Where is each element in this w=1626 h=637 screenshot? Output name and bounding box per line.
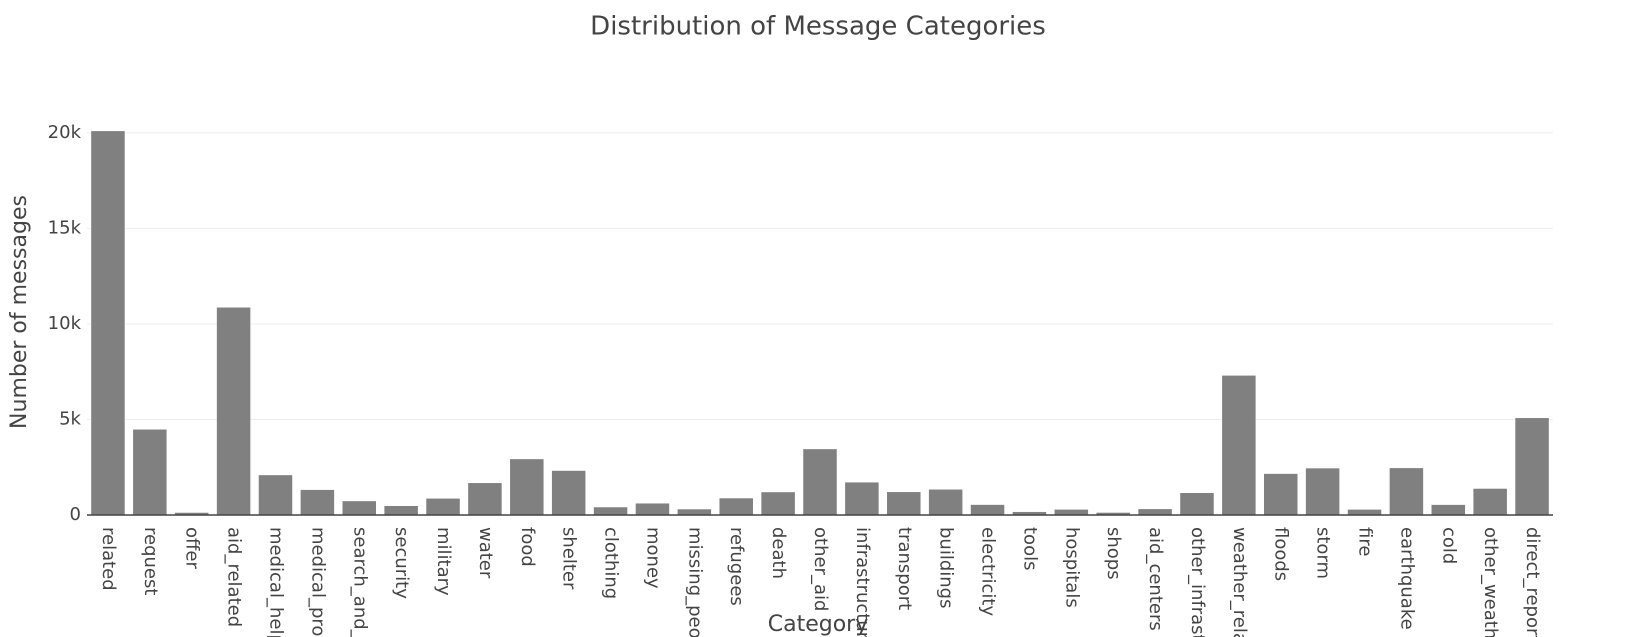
bar <box>761 492 795 515</box>
bar <box>803 449 837 515</box>
bar <box>593 507 628 515</box>
x-tick-label: security <box>391 527 412 599</box>
bar <box>174 512 209 515</box>
bar <box>1096 512 1130 515</box>
bar <box>1515 418 1549 515</box>
x-tick-label: earthquake <box>1396 527 1417 630</box>
bar <box>1012 511 1047 515</box>
bar <box>133 429 167 515</box>
x-tick-label: hospitals <box>1061 527 1082 608</box>
x-tick-label: medical_help <box>265 527 286 637</box>
x-tick-label: refugees <box>726 527 747 606</box>
y-tick-label: 0 <box>70 504 81 525</box>
x-tick-label: electricity <box>978 527 999 616</box>
bar <box>551 470 586 515</box>
x-tick-label: cold <box>1438 527 1459 564</box>
x-tick-label: direct_report <box>1522 527 1543 637</box>
x-tick-label: other_weather <box>1480 527 1501 637</box>
x-tick-label: aid_related <box>224 527 245 627</box>
y-tick-label: 20k <box>48 122 82 143</box>
bar <box>1054 509 1089 515</box>
x-tick-label: missing_people <box>684 527 705 637</box>
bar <box>384 506 418 515</box>
x-tick-label: search_and_rescue <box>349 527 370 637</box>
bar <box>1138 509 1172 515</box>
x-tick-label: food <box>517 527 538 567</box>
x-tick-label: weather_related <box>1229 527 1250 637</box>
y-tick-label: 10k <box>48 313 82 334</box>
x-tick-label: related <box>98 527 119 591</box>
bar <box>887 492 921 515</box>
bar <box>970 504 1005 515</box>
x-tick-label: storm <box>1313 527 1334 579</box>
y-tick-label: 15k <box>48 217 82 238</box>
x-tick-label: clothing <box>601 527 622 599</box>
x-tick-label: water <box>475 527 496 579</box>
bar <box>928 489 963 515</box>
x-tick-label: transport <box>894 527 915 610</box>
bar <box>677 509 712 515</box>
x-tick-label: death <box>768 527 789 579</box>
bar <box>1389 468 1424 515</box>
x-tick-label: shops <box>1103 527 1124 580</box>
x-tick-label: infrastructure_related <box>852 527 873 637</box>
bar <box>1222 375 1256 515</box>
x-axis-title: Category <box>768 612 869 637</box>
bar <box>1431 504 1466 515</box>
y-tick-label: 5k <box>59 408 81 429</box>
bar <box>342 501 377 515</box>
bar <box>468 483 502 515</box>
x-tick-label: aid_centers <box>1145 527 1166 631</box>
chart-title: Distribution of Message Categories <box>590 12 1046 42</box>
bar <box>845 482 879 515</box>
bar <box>1180 493 1214 515</box>
x-tick-label: other_aid <box>810 527 831 611</box>
x-tick-label: offer <box>182 527 203 569</box>
bar <box>1263 473 1298 515</box>
bar <box>1347 509 1382 515</box>
bar <box>258 475 293 515</box>
x-tick-label: floods <box>1271 527 1292 581</box>
x-tick-label: other_infrastructure <box>1187 527 1208 637</box>
x-tick-label: shelter <box>559 527 580 590</box>
x-tick-label: military <box>433 527 454 596</box>
x-tick-label: fire <box>1355 527 1376 556</box>
x-tick-label: medical_products <box>307 527 328 637</box>
x-tick-label: request <box>140 527 161 595</box>
x-tick-label: tools <box>1019 527 1040 570</box>
bar <box>91 131 125 515</box>
x-tick-label: money <box>642 527 663 589</box>
y-axis-title: Number of messages <box>7 195 32 429</box>
bar <box>300 489 335 515</box>
bar <box>426 498 460 515</box>
bar <box>1473 488 1507 515</box>
x-tick-label: buildings <box>936 527 957 608</box>
bar <box>216 307 251 515</box>
bar <box>719 498 753 515</box>
bar <box>510 459 544 515</box>
bar <box>635 503 670 515</box>
bar <box>1305 468 1340 515</box>
